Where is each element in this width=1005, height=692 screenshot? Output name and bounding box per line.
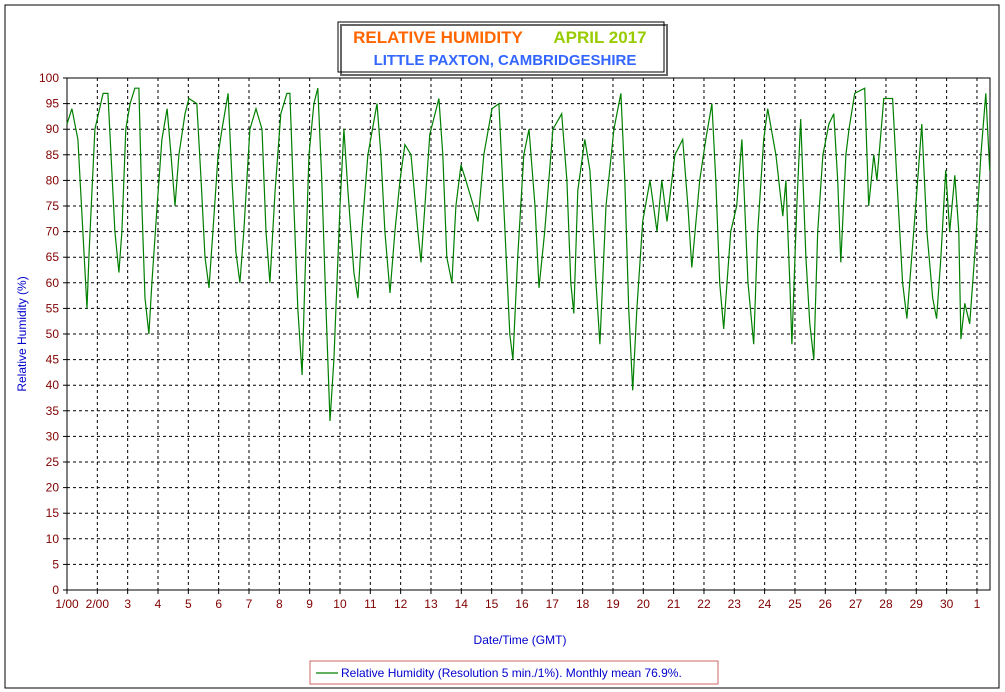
y-tick-label: 40	[46, 378, 60, 392]
y-tick-label: 70	[46, 225, 60, 239]
y-tick-label: 90	[46, 122, 60, 136]
x-axis-label: Date/Time (GMT)	[474, 633, 567, 647]
y-axis-label: Relative Humidity (%)	[15, 276, 29, 391]
x-tick-label: 11	[364, 597, 377, 611]
x-tick-label: 27	[849, 597, 863, 611]
x-tick-label: 10	[333, 597, 347, 611]
y-tick-label: 100	[39, 71, 59, 85]
y-tick-label: 35	[46, 404, 60, 418]
x-tick-label: 20	[637, 597, 651, 611]
x-tick-label: 22	[697, 597, 711, 611]
x-tick-label: 5	[185, 597, 192, 611]
x-tick-label: 1/00	[55, 597, 79, 611]
x-tick-label: 7	[246, 597, 253, 611]
x-tick-label: 9	[306, 597, 313, 611]
x-tick-label: 3	[124, 597, 131, 611]
y-tick-label: 60	[46, 276, 60, 290]
x-tick-label: 2/00	[86, 597, 110, 611]
y-tick-label: 20	[46, 481, 60, 495]
y-tick-label: 0	[52, 583, 59, 597]
chart-frame	[4, 4, 1000, 689]
x-tick-label: 21	[667, 597, 681, 611]
x-tick-label: 13	[424, 597, 438, 611]
x-tick-label: 18	[576, 597, 590, 611]
x-tick-label: 28	[879, 597, 893, 611]
y-tick-label: 80	[46, 173, 60, 187]
y-tick-label: 10	[46, 532, 60, 546]
plot-area	[66, 77, 991, 591]
x-tick-label: 29	[910, 597, 924, 611]
x-tick-label: 15	[485, 597, 499, 611]
x-tick-label: 25	[788, 597, 802, 611]
y-tick-label: 75	[46, 199, 60, 213]
title-box	[337, 21, 665, 73]
x-tick-label: 30	[940, 597, 954, 611]
legend-label: Relative Humidity (Resolution 5 min./1%)…	[341, 666, 682, 680]
chart-title-date: APRIL 2017	[553, 28, 646, 47]
x-tick-label: 4	[155, 597, 162, 611]
x-tick-label: 1	[974, 597, 981, 611]
x-tick-label: 26	[819, 597, 833, 611]
humidity-line	[66, 87, 991, 422]
x-tick-label: 24	[758, 597, 772, 611]
y-tick-label: 15	[46, 506, 60, 520]
y-tick-label: 95	[46, 97, 60, 111]
x-tick-label: 19	[606, 597, 620, 611]
y-tick-label: 25	[46, 455, 60, 469]
x-tick-label: 12	[394, 597, 408, 611]
x-tick-label: 23	[728, 597, 742, 611]
x-tick-label: 6	[215, 597, 222, 611]
y-tick-label: 65	[46, 250, 60, 264]
y-tick-label: 85	[46, 148, 60, 162]
y-tick-label: 50	[46, 327, 60, 341]
title-shadow	[340, 24, 668, 76]
y-tick-label: 45	[46, 353, 60, 367]
x-tick-label: 8	[276, 597, 283, 611]
y-tick-label: 30	[46, 429, 60, 443]
y-tick-label: 55	[46, 301, 60, 315]
x-tick-label: 16	[515, 597, 529, 611]
legend-box	[309, 660, 719, 685]
x-tick-label: 17	[546, 597, 560, 611]
chart-title: RELATIVE HUMIDITY	[353, 28, 523, 47]
x-tick-label: 14	[455, 597, 469, 611]
y-tick-label: 5	[52, 557, 59, 571]
chart-subtitle: LITTLE PAXTON, CAMBRIDGESHIRE	[374, 52, 637, 69]
